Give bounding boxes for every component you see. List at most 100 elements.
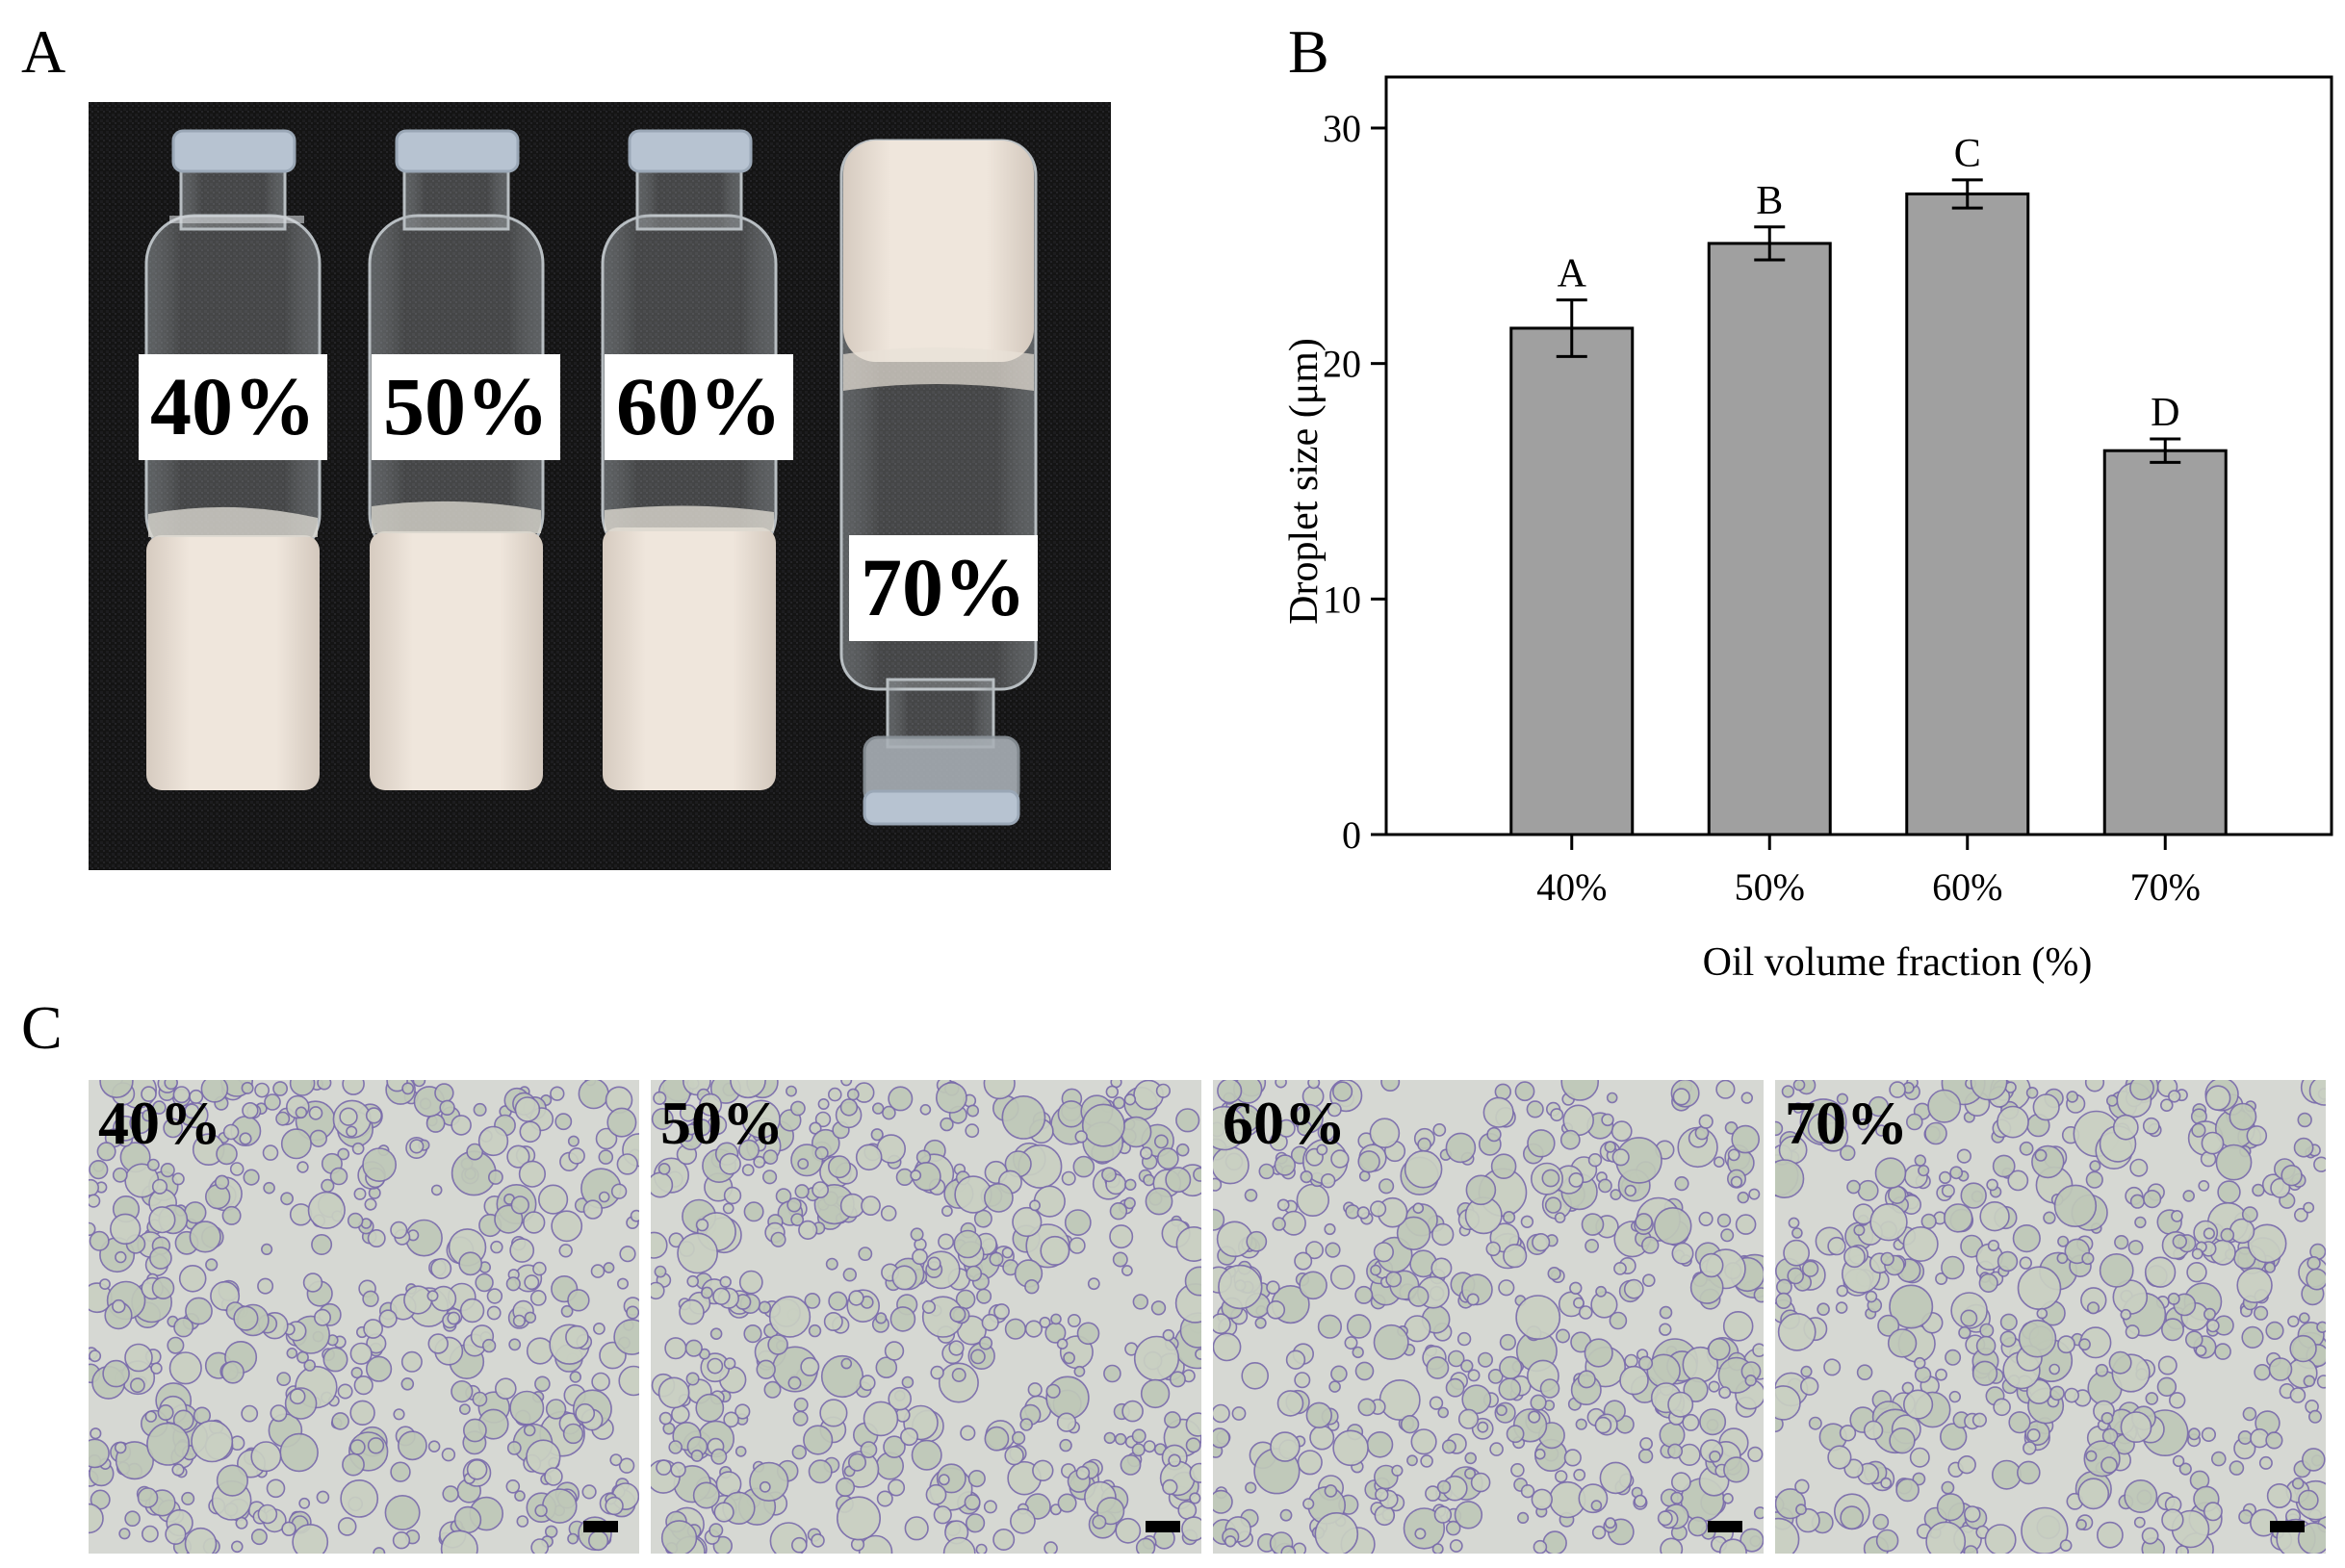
droplet — [364, 1197, 377, 1211]
droplet — [2246, 1125, 2268, 1146]
droplet — [1059, 1438, 1072, 1452]
droplet — [1477, 1351, 1493, 1368]
y-tick-label: 0 — [1342, 813, 1361, 857]
droplet — [616, 1277, 629, 1290]
droplet — [630, 1209, 643, 1222]
droplet — [966, 1265, 983, 1282]
droplet — [512, 1314, 527, 1327]
droplet — [2049, 1363, 2061, 1375]
droplet — [1327, 1102, 1342, 1118]
droplet — [626, 1305, 640, 1320]
droplet — [684, 1123, 698, 1136]
droplet — [1945, 1349, 1962, 1366]
droplet — [1747, 1446, 1764, 1463]
droplet — [314, 1308, 332, 1326]
droplet — [2186, 1262, 2207, 1283]
droplet — [1211, 1403, 1230, 1424]
droplet — [1489, 1442, 1504, 1456]
droplet — [544, 1467, 563, 1486]
droplet — [1857, 1118, 1869, 1131]
droplet — [761, 1170, 778, 1185]
droplet — [1246, 1230, 1268, 1252]
droplet — [349, 1342, 373, 1365]
droplet — [1839, 1425, 1857, 1442]
droplet — [738, 1139, 760, 1161]
droplet — [2124, 1478, 2158, 1513]
droplet — [1935, 1272, 1948, 1286]
droplet — [1486, 1126, 1502, 1143]
droplet — [1599, 1461, 1633, 1495]
droplet — [1807, 1112, 1839, 1144]
droplet — [2266, 1482, 2292, 1508]
droplet — [1279, 1508, 1293, 1522]
significance-letter: B — [1756, 179, 1783, 223]
droplet — [2203, 1502, 2223, 1522]
droplet — [1613, 1261, 1627, 1275]
droplet — [1131, 1443, 1146, 1457]
droplet — [1960, 1182, 1987, 1209]
droplet — [1307, 1076, 1321, 1090]
droplet — [1606, 1092, 1618, 1104]
droplet — [1316, 1144, 1328, 1156]
droplet — [819, 1399, 848, 1427]
significance-letter: C — [1954, 132, 1981, 176]
droplet — [337, 1517, 357, 1536]
droplet — [466, 1458, 488, 1480]
droplet — [1114, 1432, 1127, 1446]
droplet — [1403, 1507, 1446, 1550]
droplet — [1659, 1305, 1673, 1320]
droplet — [1407, 1285, 1430, 1307]
droplet — [191, 1420, 234, 1463]
droplet — [261, 1243, 273, 1255]
droplet — [317, 1075, 332, 1091]
droplet — [1657, 1510, 1673, 1527]
droplet — [1330, 1365, 1348, 1383]
droplet — [141, 1086, 157, 1102]
droplet — [2099, 1252, 2134, 1288]
droplet — [1526, 1100, 1544, 1118]
droplet — [1168, 1453, 1181, 1468]
droplet — [1641, 1236, 1660, 1254]
droplet — [1544, 1196, 1562, 1214]
droplet — [451, 1380, 474, 1403]
droplet — [1914, 1366, 1932, 1383]
droplet — [152, 1100, 167, 1115]
droplet — [1456, 1331, 1472, 1347]
droplet — [695, 1393, 725, 1423]
droplet — [889, 1306, 916, 1332]
droplet — [1320, 1172, 1336, 1189]
droplet — [1857, 1179, 1879, 1201]
droplet — [741, 1164, 755, 1176]
micrograph-60: 60% — [1201, 1063, 1777, 1567]
droplet — [1460, 1359, 1474, 1373]
droplet — [1670, 1472, 1691, 1493]
droplet — [1499, 1333, 1517, 1351]
droplet — [1624, 1353, 1638, 1369]
droplet — [1124, 1178, 1137, 1192]
droplet — [1940, 1423, 1968, 1451]
droplet — [241, 1081, 254, 1094]
droplet — [794, 1184, 810, 1199]
droplet — [298, 1497, 311, 1509]
droplet — [263, 1181, 275, 1195]
droplet — [930, 1365, 944, 1380]
droplet — [346, 1125, 358, 1138]
droplet — [2254, 1305, 2269, 1321]
droplet — [1639, 1437, 1653, 1451]
droplet — [2066, 1091, 2079, 1103]
droplet — [1730, 1175, 1743, 1189]
droplet — [738, 1270, 763, 1295]
droplet — [1817, 1302, 1830, 1316]
droplet — [2237, 1429, 2253, 1445]
droplet — [1275, 1075, 1287, 1089]
droplet — [1254, 1317, 1267, 1329]
micrograph-40: 40% — [73, 1064, 657, 1568]
droplet — [651, 1107, 674, 1130]
droplet — [1748, 1188, 1761, 1200]
droplet — [960, 1425, 976, 1441]
droplet — [303, 1359, 316, 1372]
micrograph-label: 60% — [1223, 1089, 1346, 1157]
droplet — [882, 1105, 896, 1120]
droplet — [565, 1324, 589, 1350]
droplet — [983, 1500, 997, 1514]
